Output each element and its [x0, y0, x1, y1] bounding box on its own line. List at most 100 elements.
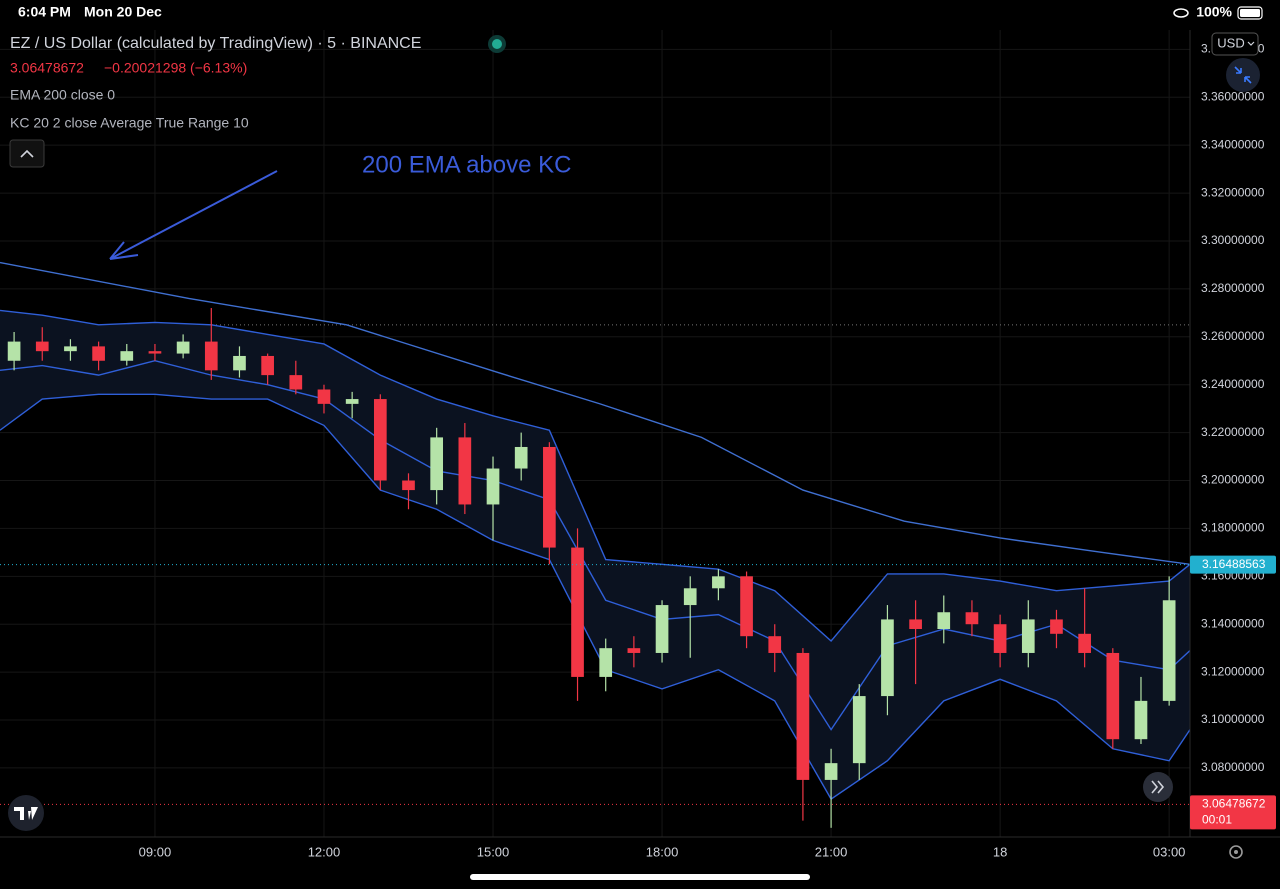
symbol-title[interactable]: EZ / US Dollar (calculated by TradingVie… [10, 35, 421, 52]
candle-body [430, 437, 444, 491]
status-date: Mon 20 Dec [84, 4, 162, 20]
tradingview-mark [14, 807, 38, 820]
x-tick-label: 18:00 [646, 844, 679, 859]
candle-body [120, 351, 134, 361]
candle-body [7, 341, 21, 361]
candle-body [937, 612, 951, 630]
candle-body [486, 468, 500, 505]
y-tick-label: 3.30000000 [1201, 233, 1265, 247]
candle-body [627, 648, 641, 653]
candle-body [993, 624, 1007, 653]
candle-body [233, 355, 246, 371]
battery-percent: 100% [1196, 4, 1232, 20]
market-status-dot [492, 39, 502, 49]
link-icon [1173, 8, 1189, 18]
fullscreen-icon [1234, 66, 1252, 84]
y-tick-label: 3.18000000 [1201, 521, 1265, 535]
ema-line [0, 261, 1190, 566]
candle-body [796, 652, 810, 780]
price-marker-countdown: 00:01 [1202, 813, 1232, 827]
candle-body [683, 588, 697, 606]
candle-body [458, 437, 472, 505]
candle-body [1078, 633, 1091, 653]
y-tick-label: 3.24000000 [1201, 377, 1265, 391]
y-tick-label: 3.10000000 [1201, 712, 1265, 726]
price-marker-box [1190, 555, 1276, 574]
candle-body [852, 696, 866, 764]
price-marker-label: 3.06478672 [1202, 797, 1266, 811]
candle-body [1162, 600, 1176, 701]
candle-body [881, 619, 894, 697]
ema-legend[interactable]: EMA 200 close 0 [10, 87, 115, 103]
x-tick-label: 09:00 [139, 844, 172, 859]
candle-body [1021, 619, 1035, 653]
candle-body [317, 389, 331, 404]
candle-body [204, 341, 218, 371]
x-tick-label: 03:00 [1153, 844, 1186, 859]
price-marker-label: 3.16488563 [1202, 557, 1266, 571]
battery-level [1240, 9, 1260, 17]
candle-body [1134, 700, 1148, 740]
currency-label: USD [1217, 35, 1244, 50]
candle-body [740, 576, 753, 637]
y-tick-label: 3.22000000 [1201, 425, 1265, 439]
candle-body [176, 341, 190, 354]
x-tick-label: 15:00 [477, 844, 510, 859]
candle-body [261, 355, 274, 376]
fullscreen-button[interactable] [1226, 58, 1260, 92]
x-tick-label: 18 [993, 844, 1007, 859]
currency-button[interactable] [1211, 32, 1259, 56]
settings-center [1234, 850, 1238, 854]
candle-body [543, 446, 556, 548]
candle-body [1050, 619, 1063, 634]
candle-body [712, 576, 725, 589]
tradingview-logo[interactable] [8, 795, 44, 831]
y-tick-label: 3.20000000 [1201, 473, 1265, 487]
scroll-right-icon [1151, 780, 1165, 794]
annotation-arrow [109, 170, 278, 260]
annotation-text: 200 EMA above KC [362, 151, 571, 178]
candle-body [514, 446, 528, 469]
candle-body [571, 547, 584, 677]
x-tick-label: 12:00 [308, 844, 341, 859]
battery-icon [1237, 6, 1263, 20]
kc-upper-line [0, 309, 1190, 642]
y-tick-label: 3.36000000 [1201, 89, 1265, 103]
y-tick-label: 3.08000000 [1201, 760, 1265, 774]
last-price: 3.06478672 [10, 60, 84, 76]
candle-body [655, 605, 669, 653]
price-marker-box [1190, 795, 1276, 830]
y-tick-label: 3.28000000 [1201, 281, 1265, 295]
y-tick-label: 3.26000000 [1201, 329, 1265, 343]
kc-middle-line [0, 360, 1190, 731]
candle-body [148, 351, 162, 354]
candle-body [35, 341, 49, 352]
candle-body [1106, 652, 1120, 740]
axes: 3.08000000 3.10000000 3.12000000 3.14000000… [139, 42, 1276, 859]
candle-body [599, 648, 613, 677]
candle-body [824, 763, 838, 780]
candle-body [402, 480, 415, 491]
kc-legend[interactable]: KC 20 2 close Average True Range 10 [10, 115, 249, 131]
settings-button[interactable] [1229, 845, 1243, 859]
home-indicator [470, 874, 810, 880]
candle-body [909, 619, 922, 630]
candle-body [373, 399, 387, 481]
y-tick-label: 3.12000000 [1201, 664, 1265, 678]
y-tick-label: 3.34000000 [1201, 137, 1265, 151]
candle-body [965, 612, 979, 625]
y-tick-label: 3.32000000 [1201, 185, 1265, 199]
y-tick-label: 3.14000000 [1201, 616, 1265, 630]
candle-body [345, 399, 359, 404]
price-change: −0.20021298 (−6.13%) [104, 60, 247, 76]
candle-body [289, 375, 303, 390]
collapse-button[interactable] [9, 139, 45, 168]
x-tick-label: 21:00 [815, 844, 848, 859]
candle-body [92, 346, 105, 361]
status-time: 6:04 PM [18, 4, 71, 20]
candle-body [64, 346, 77, 352]
plot-area [0, 261, 1190, 828]
currency-chevron [1247, 41, 1255, 46]
